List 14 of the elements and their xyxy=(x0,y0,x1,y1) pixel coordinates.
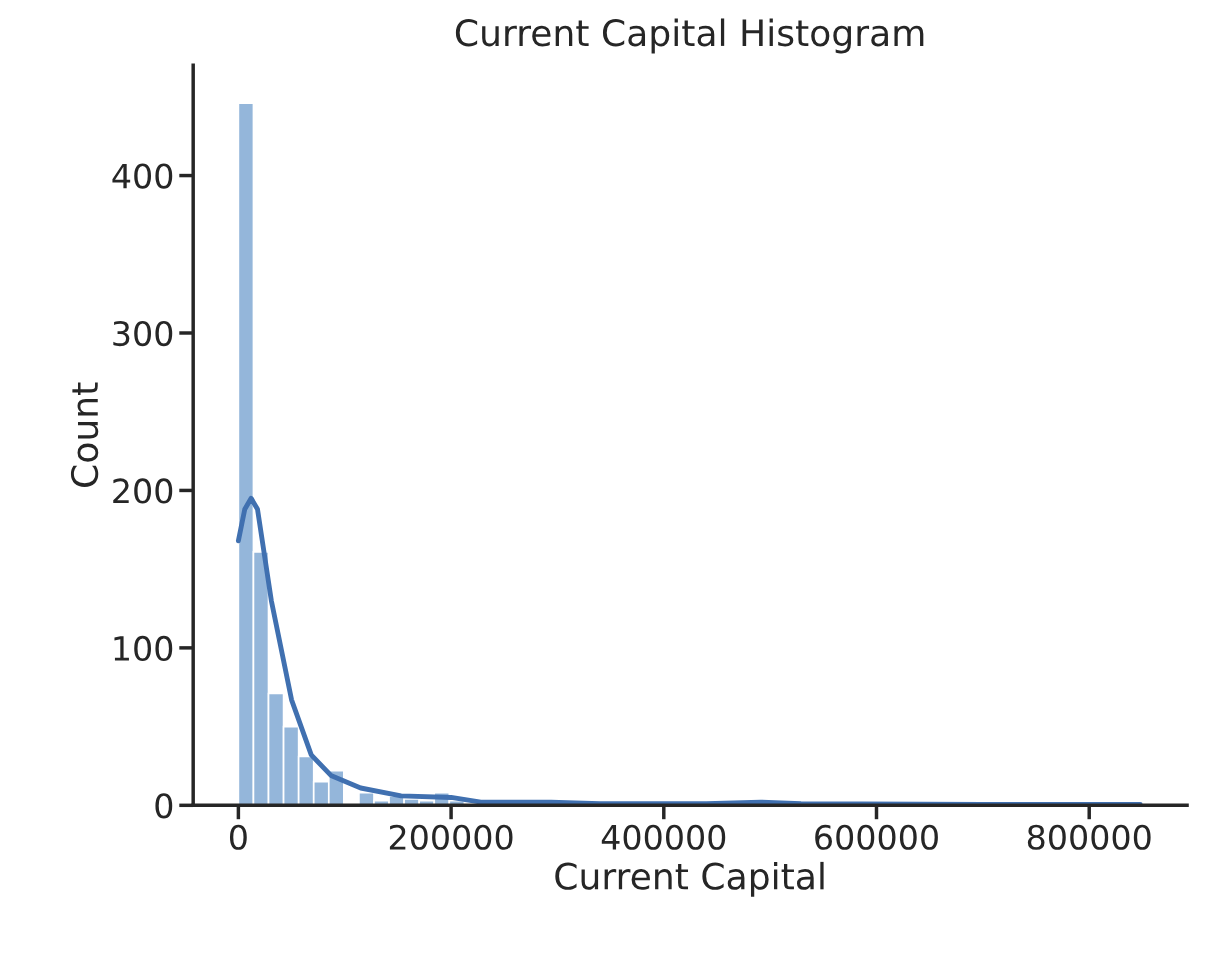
x-tick-label: 800000 xyxy=(1027,824,1151,850)
y-tick-label: 300 xyxy=(113,320,173,347)
y-tick-label: 200 xyxy=(113,478,173,504)
y-tick-label: 0 xyxy=(155,793,173,819)
x-tick-label: 0 xyxy=(229,824,247,850)
x-axis-title: Current Capital xyxy=(555,861,824,897)
y-axis-title: Count xyxy=(70,382,99,487)
y-tick-label: 400 xyxy=(112,163,173,189)
line-series xyxy=(235,495,1143,806)
x-tick-label: 200000 xyxy=(389,824,513,850)
x-tick-label: 400000 xyxy=(601,824,726,850)
x-tick-label: 600000 xyxy=(815,824,938,850)
chart-title: Current Capital Histogram xyxy=(455,18,924,54)
y-tick-label: 100 xyxy=(114,635,173,662)
